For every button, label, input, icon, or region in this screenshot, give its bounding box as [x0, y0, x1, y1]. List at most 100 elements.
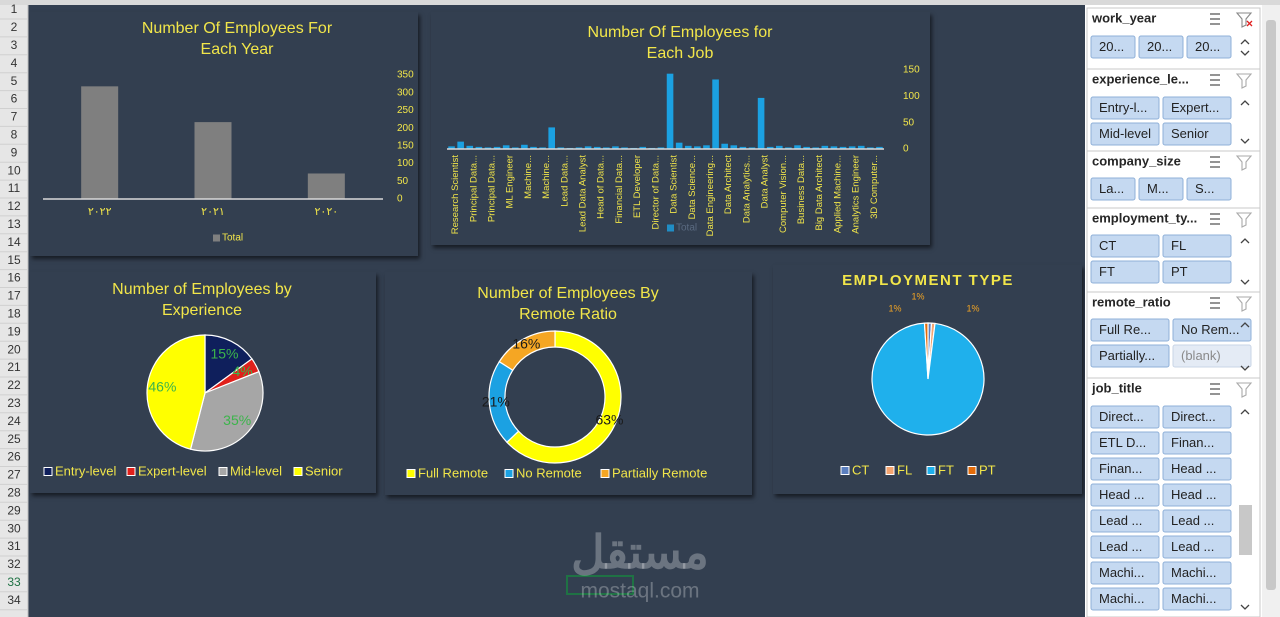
slicer-button[interactable] — [1090, 122, 1160, 146]
bar — [666, 73, 674, 149]
slicer-title: employment_ty... — [1092, 210, 1197, 225]
slicer-scroll-down[interactable] — [1240, 279, 1250, 285]
x-tick-label: Machine... — [523, 155, 534, 199]
slicer-scroll-down[interactable] — [1240, 138, 1250, 144]
slicer-scroll-up[interactable] — [1240, 409, 1250, 415]
data-label: 1% — [888, 303, 901, 313]
selected-cell[interactable] — [566, 575, 634, 595]
row-header: 7 — [11, 110, 18, 124]
slicer-button[interactable] — [1186, 177, 1232, 201]
slicer-button-label: Head ... — [1171, 461, 1217, 476]
slicer-button[interactable] — [1162, 405, 1232, 429]
clear-filter-icon[interactable] — [1235, 382, 1253, 398]
multi-select-icon[interactable] — [1210, 156, 1220, 168]
x-tick-label: ٢٠٢١ — [201, 206, 225, 218]
slicer-button[interactable] — [1090, 177, 1136, 201]
slicer-button-label: Expert... — [1171, 100, 1219, 115]
legend-label: Senior — [305, 463, 343, 478]
slicer-button[interactable] — [1138, 35, 1184, 59]
bar — [612, 146, 619, 149]
slicer-button[interactable] — [1172, 318, 1252, 342]
x-tick-label: Lead Data Analyst — [578, 155, 589, 232]
x-tick-label: Data Science... — [687, 155, 698, 219]
slicer-button[interactable] — [1138, 177, 1184, 201]
bar — [748, 147, 756, 149]
slicer-button-label: Direct... — [1171, 409, 1216, 424]
slicer-button-label: Lead ... — [1171, 513, 1214, 528]
slicer-button[interactable] — [1090, 431, 1160, 455]
slicer-button[interactable] — [1162, 535, 1232, 559]
slicer-button[interactable] — [1162, 96, 1232, 120]
slicer-button[interactable] — [1186, 35, 1232, 59]
chart-title: EMPLOYMENT TYPE — [842, 272, 1014, 289]
clear-filter-icon[interactable] — [1235, 73, 1253, 89]
slicer-button[interactable] — [1090, 96, 1160, 120]
slicer-button[interactable] — [1090, 234, 1160, 258]
slicer-button[interactable] — [1090, 35, 1136, 59]
clear-filter-icon[interactable] — [1235, 212, 1253, 228]
x-tick-label: Research Scientist — [450, 155, 461, 235]
slicer-button[interactable] — [1090, 344, 1170, 368]
slicer-button-label: PT — [1171, 264, 1188, 279]
clear-filter-icon[interactable] — [1235, 12, 1253, 28]
slicer-scroll-down[interactable] — [1240, 365, 1250, 371]
slicer-button[interactable] — [1090, 561, 1160, 585]
y-tick-label: 100 — [903, 91, 920, 102]
slicer-scroll-down[interactable] — [1240, 604, 1250, 610]
multi-select-icon[interactable] — [1210, 383, 1220, 395]
bar — [694, 146, 701, 149]
bar — [712, 79, 719, 149]
slicer-button-label: Mid-level — [1099, 126, 1151, 141]
slicer-button[interactable] — [1162, 561, 1232, 585]
slicer-button[interactable] — [1162, 457, 1232, 481]
slicer-button[interactable] — [1090, 587, 1160, 611]
bar — [81, 86, 119, 199]
slicer-button-label: Head ... — [1171, 487, 1217, 502]
slicer-button[interactable] — [1090, 509, 1160, 533]
multi-select-icon[interactable] — [1210, 13, 1220, 25]
slicer-button[interactable] — [1162, 234, 1232, 258]
slicer-button[interactable] — [1162, 509, 1232, 533]
legend-label: Total — [222, 233, 243, 244]
window-scroll-thumb[interactable] — [1266, 20, 1276, 590]
row-header: 25 — [7, 432, 21, 446]
slicer-button[interactable] — [1162, 122, 1232, 146]
slicer-button[interactable] — [1090, 405, 1160, 429]
slicer-scroll-up[interactable] — [1240, 100, 1250, 106]
slicer-button[interactable] — [1090, 260, 1160, 284]
pie-slice — [189, 370, 264, 452]
slicer-scroll-up[interactable] — [1240, 238, 1250, 244]
slicer-scroll-up[interactable] — [1240, 39, 1250, 45]
legend-swatch — [126, 467, 136, 476]
slicer-button[interactable] — [1162, 431, 1232, 455]
slicer-button[interactable] — [1090, 535, 1160, 559]
row-header: 27 — [7, 468, 21, 482]
slicer-button[interactable] — [1172, 344, 1252, 368]
slicer-button-label: 20... — [1195, 39, 1220, 54]
slicer-scroll-down[interactable] — [1240, 50, 1250, 56]
legend-swatch — [840, 466, 850, 475]
slicer-button[interactable] — [1162, 483, 1232, 507]
clear-filter-icon[interactable] — [1235, 155, 1253, 171]
slicer-button-label: Finan... — [1099, 461, 1142, 476]
slicer-scroll-thumb[interactable] — [1239, 505, 1252, 555]
slicer-button[interactable] — [1162, 260, 1232, 284]
clear-filter-icon[interactable] — [1235, 296, 1253, 312]
data-label: 21% — [482, 393, 510, 409]
multi-select-icon[interactable] — [1210, 74, 1220, 86]
pie-slice — [923, 322, 929, 380]
multi-select-icon[interactable] — [1210, 297, 1220, 309]
slicer-scroll-up[interactable] — [1240, 322, 1250, 328]
bar — [539, 147, 546, 149]
slicer-button[interactable] — [1090, 483, 1160, 507]
multi-select-icon[interactable] — [1210, 213, 1220, 225]
slicer-button[interactable] — [1162, 587, 1232, 611]
slicer-title: work_year — [1091, 10, 1156, 25]
y-tick-label: 200 — [397, 123, 414, 134]
slicer-button[interactable] — [1090, 457, 1160, 481]
slicer-button[interactable] — [1090, 318, 1170, 342]
bar — [867, 147, 874, 149]
y-tick-label: 250 — [397, 105, 414, 116]
legend-label: PT — [979, 462, 996, 477]
bar — [794, 145, 801, 149]
